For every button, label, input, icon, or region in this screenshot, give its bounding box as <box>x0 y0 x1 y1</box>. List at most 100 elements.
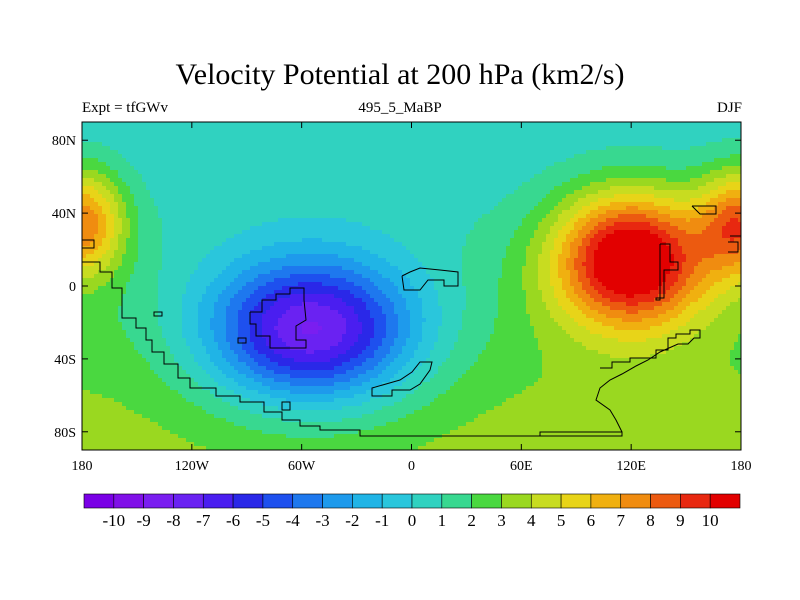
field-cell <box>326 150 331 155</box>
field-cell <box>490 202 495 207</box>
field-cell <box>662 202 667 207</box>
field-cell <box>614 222 619 227</box>
field-cell <box>546 170 551 175</box>
field-cell <box>302 170 307 175</box>
field-cell <box>166 170 171 175</box>
field-cell <box>274 166 279 171</box>
field-cell <box>610 198 615 203</box>
field-cell <box>322 238 327 243</box>
field-cell <box>394 178 399 183</box>
field-cell <box>542 238 547 243</box>
field-cell <box>582 182 587 187</box>
field-cell <box>122 166 127 171</box>
field-cell <box>346 186 351 191</box>
field-cell <box>218 202 223 207</box>
field-cell <box>218 198 223 203</box>
field-cell <box>442 226 447 231</box>
field-cell <box>618 170 623 175</box>
field-cell <box>718 154 723 159</box>
field-cell <box>654 206 659 211</box>
field-cell <box>254 122 259 127</box>
field-cell <box>398 170 403 175</box>
field-cell <box>602 138 607 143</box>
field-cell <box>678 178 683 183</box>
field-cell <box>366 210 371 215</box>
field-cell <box>442 158 447 163</box>
field-cell <box>146 242 151 247</box>
field-cell <box>394 130 399 135</box>
field-cell <box>234 166 239 171</box>
field-cell <box>298 190 303 195</box>
field-cell <box>570 186 575 191</box>
field-cell <box>494 222 499 227</box>
field-cell <box>186 174 191 179</box>
field-cell <box>594 234 599 239</box>
field-cell <box>434 202 439 207</box>
field-cell <box>110 230 115 235</box>
field-cell <box>458 142 463 147</box>
field-cell <box>546 122 551 127</box>
field-cell <box>354 134 359 139</box>
field-cell <box>370 222 375 227</box>
field-cell <box>122 178 127 183</box>
field-cell <box>354 154 359 159</box>
field-cell <box>682 230 687 235</box>
field-cell <box>166 214 171 219</box>
field-cell <box>594 238 599 243</box>
field-cell <box>270 226 275 231</box>
field-cell <box>198 142 203 147</box>
field-cell <box>414 182 419 187</box>
field-cell <box>202 202 207 207</box>
field-cell <box>386 162 391 167</box>
field-cell <box>422 194 427 199</box>
field-cell <box>310 222 315 227</box>
field-cell <box>418 190 423 195</box>
field-cell <box>110 154 115 159</box>
field-cell <box>266 186 271 191</box>
field-cell <box>514 146 519 151</box>
field-cell <box>98 150 103 155</box>
field-cell <box>334 234 339 239</box>
field-cell <box>534 230 539 235</box>
field-cell <box>94 230 99 235</box>
field-cell <box>722 174 727 179</box>
field-cell <box>686 138 691 143</box>
field-cell <box>602 210 607 215</box>
field-cell <box>734 134 739 139</box>
field-cell <box>282 174 287 179</box>
field-cell <box>662 158 667 163</box>
field-cell <box>702 194 707 199</box>
field-cell <box>158 194 163 199</box>
field-cell <box>562 138 567 143</box>
field-cell <box>630 190 635 195</box>
field-cell <box>682 134 687 139</box>
field-cell <box>186 190 191 195</box>
field-cell <box>498 150 503 155</box>
field-cell <box>542 226 547 231</box>
field-cell <box>546 166 551 171</box>
field-cell <box>130 222 135 227</box>
field-cell <box>206 154 211 159</box>
field-cell <box>262 238 267 243</box>
field-cell <box>362 122 367 127</box>
field-cell <box>398 210 403 215</box>
field-cell <box>390 170 395 175</box>
field-cell <box>454 222 459 227</box>
field-cell <box>162 186 167 191</box>
field-cell <box>374 226 379 231</box>
field-cell <box>210 242 215 247</box>
field-cell <box>194 242 199 247</box>
field-cell <box>134 162 139 167</box>
field-cell <box>114 214 119 219</box>
field-cell <box>562 162 567 167</box>
field-cell <box>94 198 99 203</box>
field-cell <box>646 170 651 175</box>
field-cell <box>186 166 191 171</box>
field-cell <box>138 198 143 203</box>
field-cell <box>250 170 255 175</box>
field-cell <box>338 222 343 227</box>
field-cell <box>590 130 595 135</box>
field-cell <box>170 122 175 127</box>
field-cell <box>666 170 671 175</box>
field-cell <box>446 198 451 203</box>
